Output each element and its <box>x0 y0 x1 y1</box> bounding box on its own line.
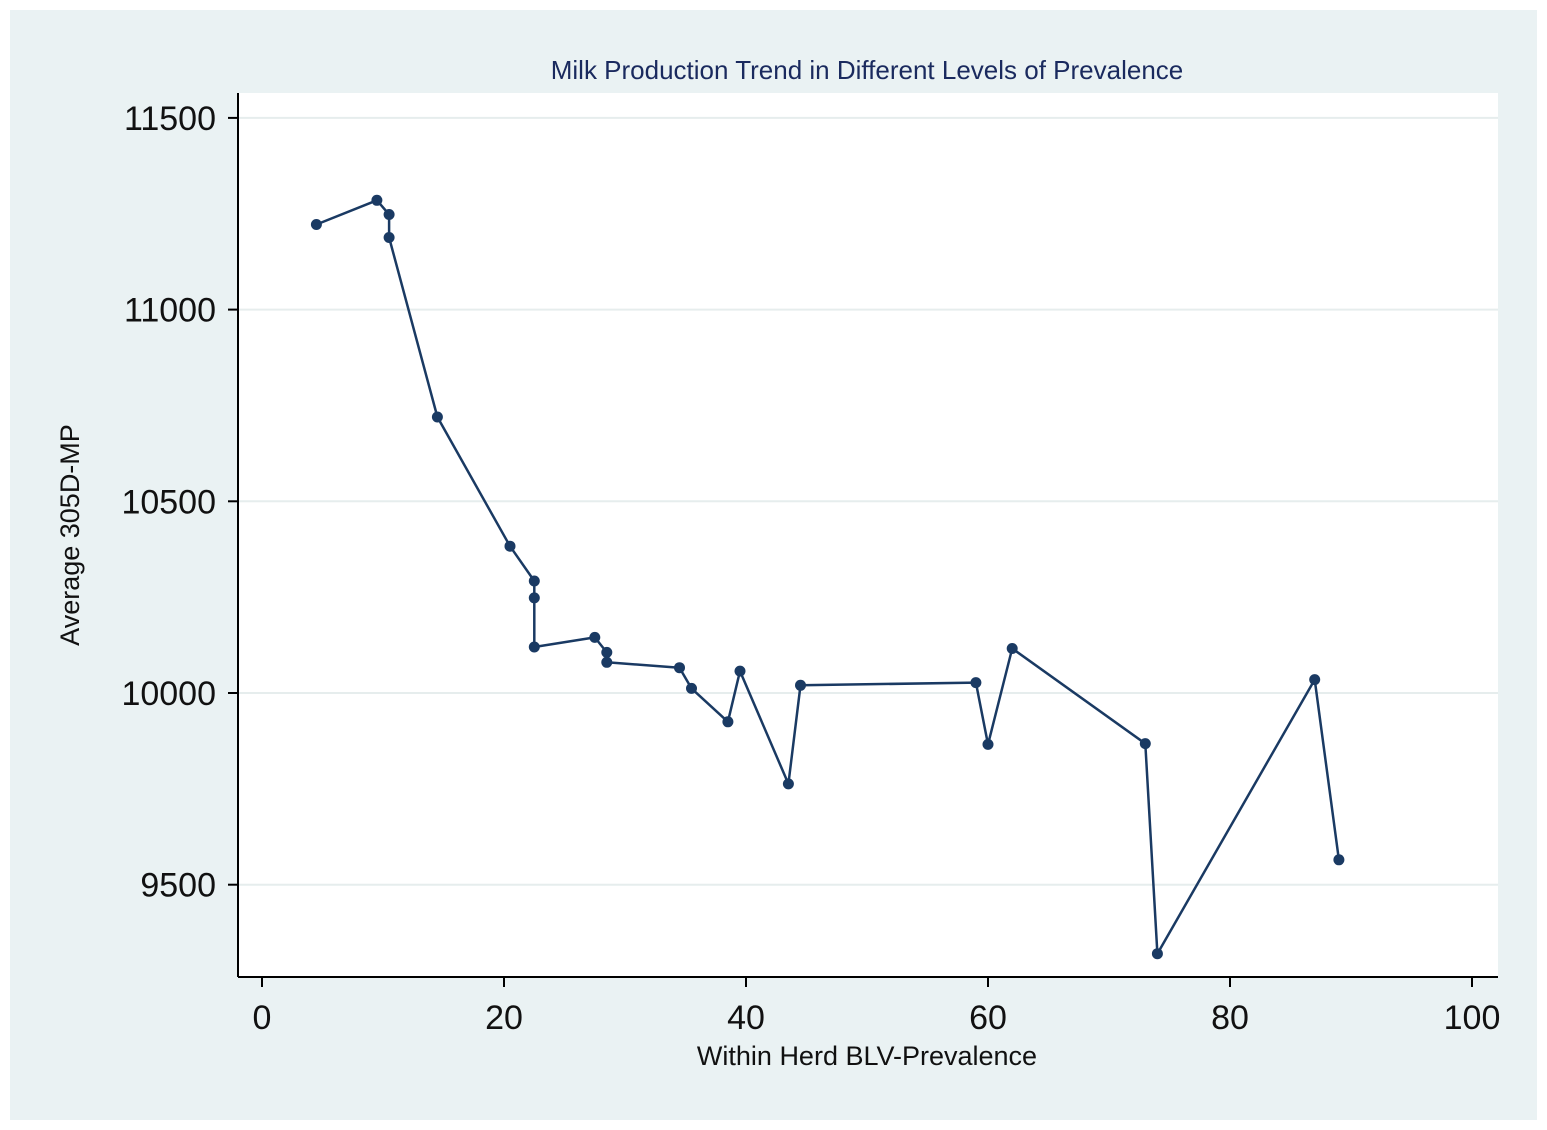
y-tick-label: 11000 <box>124 292 216 330</box>
data-point <box>1151 948 1163 960</box>
x-axis-title: Within Herd BLV-Prevalence <box>697 1041 1037 1071</box>
data-point <box>982 738 994 750</box>
data-point <box>528 575 540 587</box>
data-point <box>589 631 601 643</box>
data-point <box>1309 674 1321 686</box>
x-tick-label: 80 <box>1211 999 1249 1037</box>
y-tick-label: 9500 <box>140 867 216 905</box>
data-point <box>528 592 540 604</box>
data-point <box>383 209 395 220</box>
data-point <box>528 641 540 653</box>
data-point <box>310 219 322 230</box>
data-point <box>1139 738 1151 750</box>
data-point <box>504 540 516 552</box>
data-point <box>431 411 443 423</box>
chart-background: 0 20 40 60 80 100 9500 10000 10500 11000 11500 Mi… <box>10 10 1537 1120</box>
data-point <box>782 778 794 790</box>
data-point <box>686 682 697 694</box>
data-point <box>1333 854 1345 866</box>
data-point <box>601 646 613 658</box>
y-tick-label: 10500 <box>121 483 216 521</box>
data-point <box>371 194 383 206</box>
data-point <box>795 679 806 691</box>
x-tick-label: 60 <box>969 999 1007 1037</box>
y-tick-label: 11500 <box>124 100 216 138</box>
data-point <box>1006 643 1018 654</box>
data-point <box>674 662 685 674</box>
data-point <box>383 232 395 243</box>
plot-area <box>238 93 1498 977</box>
chart-title: Milk Production Trend in Different Level… <box>551 55 1184 85</box>
data-point <box>722 716 734 728</box>
x-tick-label: 40 <box>727 999 765 1037</box>
x-tick-label: 0 <box>253 999 272 1037</box>
data-point <box>970 677 982 689</box>
x-tick-label: 100 <box>1444 999 1501 1037</box>
line-chart: 0 20 40 60 80 100 9500 10000 10500 11000 11500 Mi… <box>55 55 1501 1071</box>
x-tick-label: 20 <box>485 999 523 1037</box>
y-axis-title: Average 305D-MP <box>55 424 85 646</box>
data-point <box>601 656 613 668</box>
data-point <box>734 665 746 677</box>
y-tick-label: 10000 <box>121 675 216 713</box>
